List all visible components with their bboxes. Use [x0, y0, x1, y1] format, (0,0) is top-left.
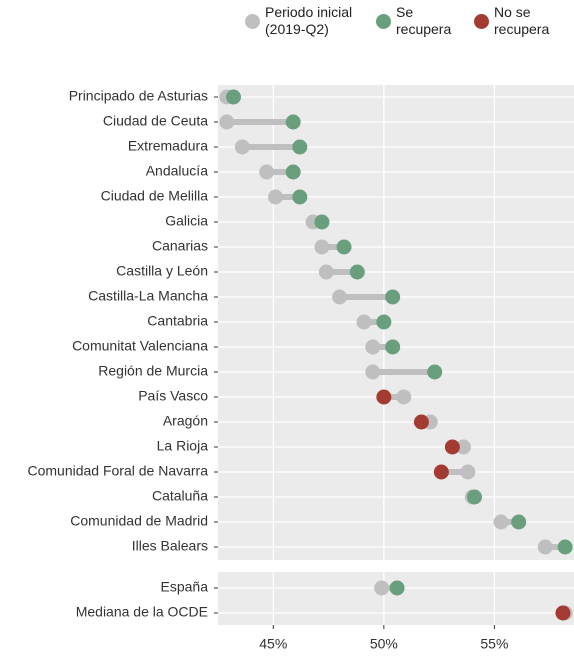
point: [376, 389, 392, 405]
y-tick-label: Comunidad de Madrid: [70, 513, 208, 529]
legend-swatch: [474, 14, 489, 29]
y-tick-label: Extremadura: [128, 138, 208, 154]
point: [385, 339, 401, 355]
legend-swatch: [245, 14, 260, 29]
y-tick-label: Galicia: [165, 213, 208, 229]
y-tick-label: Illes Balears: [132, 538, 208, 554]
point: [460, 464, 476, 480]
point: [292, 139, 308, 155]
point: [318, 264, 334, 280]
point: [557, 539, 573, 555]
point: [493, 514, 509, 530]
y-tick-label: País Vasco: [138, 388, 208, 404]
point: [413, 414, 429, 430]
point: [332, 289, 348, 305]
x-tick-label: 55%: [480, 636, 508, 652]
legend-swatch: [376, 14, 391, 29]
point: [234, 139, 250, 155]
y-tick-label: España: [161, 579, 209, 595]
panel-background: [218, 572, 574, 625]
legend-label: Se recupera: [396, 4, 452, 37]
point: [314, 239, 330, 255]
point: [466, 489, 482, 505]
point: [427, 364, 443, 380]
point: [267, 189, 283, 205]
point: [555, 605, 571, 621]
point: [356, 314, 372, 330]
point: [537, 539, 553, 555]
point: [389, 580, 405, 596]
point: [219, 114, 235, 130]
point: [314, 214, 330, 230]
y-tick-label: Mediana de la OCDE: [76, 604, 208, 620]
point: [511, 514, 527, 530]
y-tick-label: Andalucía: [146, 163, 208, 179]
point: [365, 339, 381, 355]
x-tick-label: 50%: [370, 636, 398, 652]
y-tick-label: Aragón: [163, 413, 208, 429]
point: [444, 439, 460, 455]
y-tick-label: Comunidad Foral de Navarra: [27, 463, 208, 479]
y-tick-label: Ciudad de Melilla: [101, 188, 209, 204]
point: [365, 364, 381, 380]
y-tick-label: Canarias: [152, 238, 208, 254]
point: [285, 114, 301, 130]
point: [376, 314, 392, 330]
point: [285, 164, 301, 180]
point: [396, 389, 412, 405]
point: [259, 164, 275, 180]
x-tick-label: 45%: [259, 636, 287, 652]
y-tick-label: Principado de Asturias: [69, 88, 208, 104]
point: [349, 264, 365, 280]
point: [455, 439, 471, 455]
y-tick-label: Cataluña: [152, 488, 208, 504]
y-tick-label: Región de Murcia: [98, 363, 208, 379]
point: [433, 464, 449, 480]
y-tick-label: Castilla y León: [116, 263, 208, 279]
y-tick-label: Comunitat Valenciana: [72, 338, 208, 354]
y-tick-label: La Rioja: [157, 438, 209, 454]
legend-label: Periodo inicial (2019-Q2): [265, 4, 353, 37]
point: [374, 580, 390, 596]
y-tick-label: Castilla-La Mancha: [88, 288, 208, 304]
point: [336, 239, 352, 255]
point: [292, 189, 308, 205]
y-tick-label: Cantabria: [147, 313, 208, 329]
point: [385, 289, 401, 305]
y-tick-label: Ciudad de Ceuta: [103, 113, 208, 129]
point: [225, 89, 241, 105]
legend-label: No se recupera: [494, 4, 550, 37]
